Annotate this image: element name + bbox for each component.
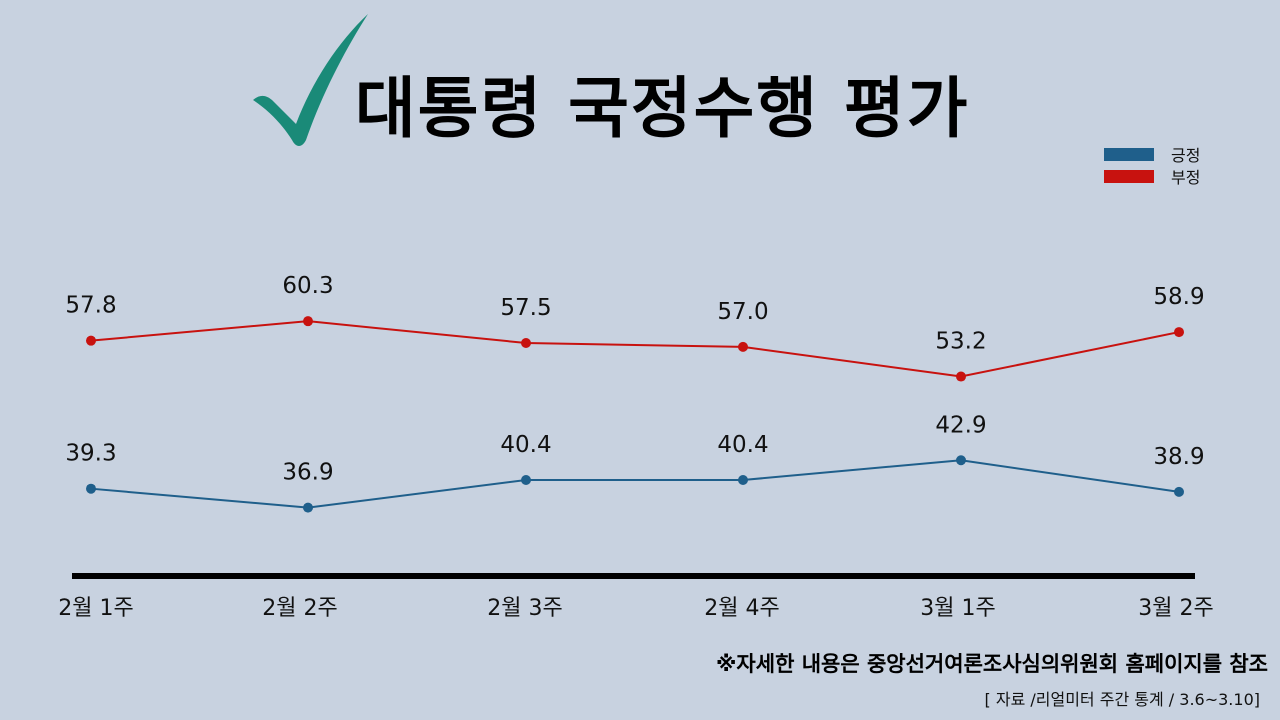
series-line <box>90 459 1180 509</box>
chart-series: 39.3 36.9 40.4 40.4 42.9 38.9 57.8 60.3 57.5 57.0… <box>65 273 1205 513</box>
legend-item-negative: 부정 <box>1104 165 1200 187</box>
data-point <box>956 455 966 466</box>
data-point <box>738 475 748 485</box>
data-label: 38.9 <box>1153 444 1204 470</box>
data-label: 60.3 <box>282 273 333 299</box>
data-label: 40.4 <box>500 432 551 458</box>
data-point <box>86 483 96 494</box>
series-line <box>90 320 1180 378</box>
data-label: 57.5 <box>500 295 551 321</box>
data-point <box>303 316 313 327</box>
legend-item-positive: 긍정 <box>1104 143 1200 165</box>
data-point <box>303 502 313 513</box>
page-title: 대통령 국정수행 평가 <box>355 70 970 147</box>
x-label: 3월 1주 <box>920 596 996 621</box>
data-label: 40.4 <box>717 432 768 458</box>
legend-label-positive: 긍정 <box>1171 146 1201 165</box>
data-point <box>956 371 966 382</box>
x-label: 3월 2주 <box>1138 596 1214 621</box>
legend-swatch-positive <box>1104 147 1154 161</box>
data-point <box>521 338 531 348</box>
data-label: 57.8 <box>65 293 116 319</box>
x-label: 2월 1주 <box>58 596 134 621</box>
x-axis-labels: 2월 1주 2월 2주 2월 3주 2월 4주 3월 1주 3월 2주 <box>0 590 1280 630</box>
data-label: 39.3 <box>65 441 116 467</box>
data-point <box>1174 486 1184 497</box>
source-credit: [ 자료 /리얼미터 주간 통계 / 3.6~3.10] <box>984 690 1260 709</box>
data-label: 42.9 <box>935 412 986 438</box>
x-label: 2월 3주 <box>487 596 563 621</box>
footnote: ※자세한 내용은 중앙선거여론조사심의위원회 홈페이지를 참조 <box>716 652 1268 676</box>
checkmark-icon <box>253 14 368 146</box>
chart-legend: 긍정 부정 <box>1104 143 1200 187</box>
x-label: 2월 4주 <box>704 596 780 621</box>
data-point <box>521 475 531 485</box>
x-label: 2월 2주 <box>262 596 338 621</box>
data-label: 57.0 <box>717 299 768 325</box>
legend-swatch-negative <box>1104 169 1154 183</box>
legend-label-negative: 부정 <box>1171 168 1201 187</box>
data-label: 53.2 <box>935 329 986 355</box>
data-label: 36.9 <box>282 460 333 486</box>
data-point <box>738 341 748 352</box>
data-label: 58.9 <box>1153 284 1204 310</box>
data-point <box>86 335 96 346</box>
data-point <box>1174 327 1184 338</box>
